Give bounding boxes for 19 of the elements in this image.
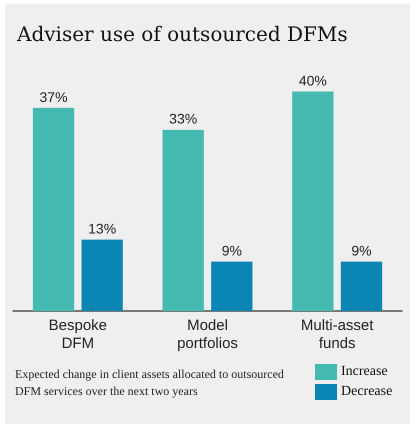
- bar: [81, 240, 123, 311]
- legend-label: Increase: [341, 364, 388, 380]
- data-label: 9%: [222, 242, 242, 258]
- bar: [211, 262, 252, 311]
- data-label: 40%: [298, 72, 327, 88]
- bar: [32, 108, 74, 311]
- data-label: 13%: [88, 220, 116, 237]
- bar: [340, 262, 382, 311]
- data-label: 33%: [169, 110, 198, 127]
- x-tick-label: Bespoke DFM: [48, 317, 108, 352]
- bar: [162, 130, 204, 311]
- data-label: 37%: [40, 88, 68, 105]
- legend-label: Decrease: [341, 384, 392, 400]
- data-label: 9%: [351, 242, 372, 258]
- bar: [292, 91, 334, 311]
- x-tick-label: Model portfolios: [177, 317, 238, 352]
- text: Expected change in client assets allocated to outsourced DFM services over the next two years: [15, 366, 285, 400]
- chart-title: Adviser use of outsourced DFMs: [17, 22, 348, 46]
- x-tick-label: Multi-asset funds: [300, 317, 374, 352]
